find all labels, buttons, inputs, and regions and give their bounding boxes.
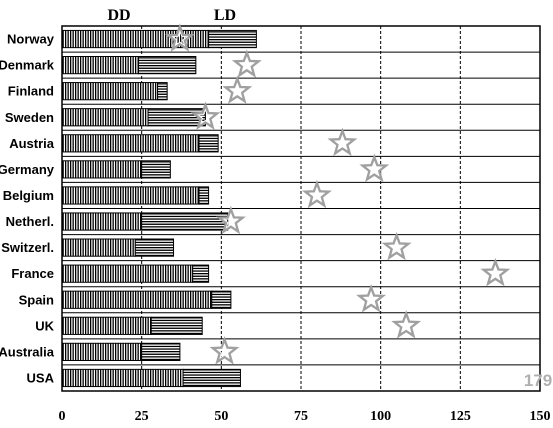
bar-dd [61,368,184,388]
x-tick-label: 100 [370,409,391,424]
star-marker-inner [238,56,256,73]
star-marker-inner [333,134,351,151]
bar-ld [147,108,206,127]
bar-ld [141,212,229,231]
bar-ld [182,368,241,388]
star-marker-inner [196,108,214,125]
category-label: Spain [19,292,54,307]
star-marker-inner [362,290,380,307]
bar-dd [61,108,149,127]
bar-ld [198,186,210,205]
bar-ld [192,264,210,283]
bar-ld [157,82,168,101]
category-label: USA [27,370,55,385]
star-marker [327,127,358,157]
star-marker [301,179,332,209]
bars-layer [61,29,257,388]
bar-dd [61,186,200,205]
category-label: Finland [8,84,54,99]
star-marker-inner [216,342,233,360]
star-marker-inner [388,238,406,255]
bar-dd [61,316,152,335]
star-marker [231,49,262,78]
star-marker [359,153,390,183]
star-marker-inner [365,160,383,177]
bar-dd [61,134,200,153]
star-marker [215,205,246,235]
labels-layer: DD LD 179 0 25 50 75 100 125 150 Norway Denmark F… [0,7,552,424]
category-label: UK [35,318,54,333]
bar-ld [141,160,171,179]
bar-dd [61,238,136,257]
star-marker [391,310,422,339]
bar-dd [61,342,143,361]
grid-layer [61,25,541,392]
star-marker [480,257,511,287]
star-marker-inner [228,82,246,99]
category-label: Denmark [0,58,55,73]
series-header-dd: DD [107,7,130,24]
series-header-ld: LD [214,7,236,24]
category-label: Sweden [5,110,54,125]
star-marker [356,284,387,313]
x-tick-label: 50 [214,409,228,424]
x-tick-label: 150 [530,409,551,424]
bar-ld [141,342,181,361]
bar-ld [211,290,232,309]
star-marker [381,231,412,261]
bar-dd [61,82,159,101]
bar-dd [61,160,143,179]
category-label: Austria [9,136,55,151]
star-marker [190,101,221,130]
star-marker-inner [171,30,189,47]
bar-ld [198,134,219,153]
star-marker-inner [397,316,415,334]
bar-dd [61,264,194,283]
star-marker [209,336,240,365]
x-tick-label: 25 [135,409,149,424]
bar-ld [137,56,197,75]
x-tick-label: 125 [450,409,471,424]
category-label: Germany [0,162,55,177]
stars-layer [164,23,511,365]
star-marker [164,23,195,52]
category-label: Australia [0,344,55,359]
star-marker-inner [308,186,326,203]
x-tick-label: 75 [294,409,308,424]
bar-dd [61,212,143,231]
category-label: Netherl. [6,214,54,229]
bar-ld [208,29,257,49]
star-marker-inner [222,212,240,229]
category-label: Switzerl. [1,240,54,255]
bar-dd [61,290,213,309]
category-label: France [11,266,54,281]
category-label: Norway [7,32,55,47]
x-tick-label: 0 [59,409,66,424]
usa-value-annotation: 179 [524,371,552,390]
bar-ld [150,316,203,335]
bar-ld [134,238,175,257]
star-marker [222,75,253,104]
star-marker-inner [486,264,504,281]
category-label: Belgium [3,188,54,203]
bar-dd [61,56,139,75]
